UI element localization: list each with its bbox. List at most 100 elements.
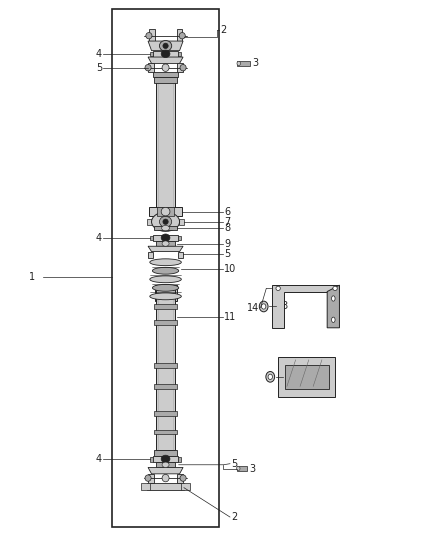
Text: 4: 4 — [96, 49, 102, 59]
Ellipse shape — [261, 304, 266, 309]
Polygon shape — [148, 57, 183, 63]
Ellipse shape — [180, 64, 186, 71]
Bar — [278, 357, 335, 397]
Text: 11: 11 — [224, 312, 237, 321]
Bar — [285, 365, 328, 389]
Ellipse shape — [146, 33, 152, 39]
Text: 3: 3 — [252, 59, 258, 68]
Ellipse shape — [237, 61, 240, 66]
Bar — [181, 483, 190, 490]
Polygon shape — [148, 252, 153, 258]
Ellipse shape — [152, 268, 179, 274]
Ellipse shape — [266, 372, 275, 382]
Text: 9: 9 — [224, 239, 230, 248]
Ellipse shape — [162, 225, 170, 231]
Bar — [156, 285, 175, 450]
Bar — [155, 285, 177, 301]
Ellipse shape — [161, 455, 170, 463]
Bar — [150, 52, 153, 56]
Polygon shape — [177, 29, 182, 41]
Bar — [178, 457, 181, 462]
Text: 13: 13 — [277, 302, 289, 311]
Ellipse shape — [150, 293, 181, 300]
Bar — [179, 219, 184, 225]
Ellipse shape — [159, 216, 172, 227]
Text: 5: 5 — [231, 459, 237, 469]
Text: 12: 12 — [283, 372, 296, 382]
Polygon shape — [327, 285, 339, 328]
Ellipse shape — [152, 212, 180, 231]
Text: 5: 5 — [96, 63, 102, 72]
Polygon shape — [148, 474, 154, 483]
Ellipse shape — [162, 241, 169, 246]
Polygon shape — [149, 29, 155, 41]
Ellipse shape — [237, 466, 240, 471]
Bar — [154, 384, 177, 389]
Text: 14: 14 — [247, 303, 259, 312]
Text: 4: 4 — [96, 233, 102, 243]
Ellipse shape — [259, 301, 268, 312]
Polygon shape — [177, 474, 183, 483]
Ellipse shape — [163, 219, 168, 224]
Ellipse shape — [268, 374, 272, 379]
Bar — [141, 483, 150, 490]
Bar — [178, 52, 181, 56]
Bar — [157, 207, 174, 216]
Text: 3: 3 — [250, 464, 256, 473]
Ellipse shape — [332, 296, 335, 301]
Ellipse shape — [145, 475, 151, 481]
Bar — [237, 466, 247, 471]
Bar — [154, 450, 177, 456]
Bar — [154, 226, 177, 230]
Bar — [153, 456, 178, 462]
Text: 4: 4 — [96, 454, 102, 464]
Bar — [154, 430, 177, 434]
Ellipse shape — [162, 462, 169, 467]
Ellipse shape — [161, 234, 170, 241]
Ellipse shape — [159, 41, 172, 51]
Text: 1: 1 — [29, 272, 35, 282]
Polygon shape — [178, 252, 183, 258]
Bar — [153, 235, 178, 241]
Ellipse shape — [150, 259, 181, 265]
Text: 7: 7 — [224, 217, 230, 227]
Polygon shape — [148, 246, 183, 252]
Polygon shape — [272, 285, 339, 328]
Text: 6: 6 — [224, 207, 230, 216]
Ellipse shape — [161, 50, 170, 58]
Bar — [112, 9, 219, 527]
Polygon shape — [148, 63, 154, 72]
Bar — [150, 457, 153, 462]
Bar — [156, 77, 175, 213]
Ellipse shape — [152, 285, 179, 291]
Bar — [153, 51, 178, 57]
Bar — [147, 219, 152, 225]
Ellipse shape — [163, 43, 168, 49]
Bar — [156, 241, 175, 246]
Ellipse shape — [332, 317, 335, 322]
Bar — [154, 208, 177, 213]
Bar — [154, 77, 177, 83]
Text: 10: 10 — [224, 264, 237, 273]
Ellipse shape — [145, 64, 151, 71]
Bar — [156, 462, 175, 467]
Ellipse shape — [162, 474, 169, 482]
Bar — [154, 411, 177, 416]
Text: 8: 8 — [224, 223, 230, 233]
Polygon shape — [148, 467, 183, 474]
Bar — [149, 207, 182, 216]
Ellipse shape — [150, 276, 181, 282]
Bar — [153, 72, 178, 77]
Bar — [154, 320, 177, 325]
Ellipse shape — [161, 207, 170, 216]
Ellipse shape — [180, 475, 186, 481]
Text: 2: 2 — [231, 512, 237, 522]
Polygon shape — [147, 483, 184, 490]
Polygon shape — [148, 41, 183, 51]
Polygon shape — [177, 63, 183, 72]
Bar — [150, 236, 153, 240]
Ellipse shape — [162, 64, 169, 71]
Bar — [154, 363, 177, 368]
Bar — [178, 236, 181, 240]
Ellipse shape — [333, 286, 337, 290]
